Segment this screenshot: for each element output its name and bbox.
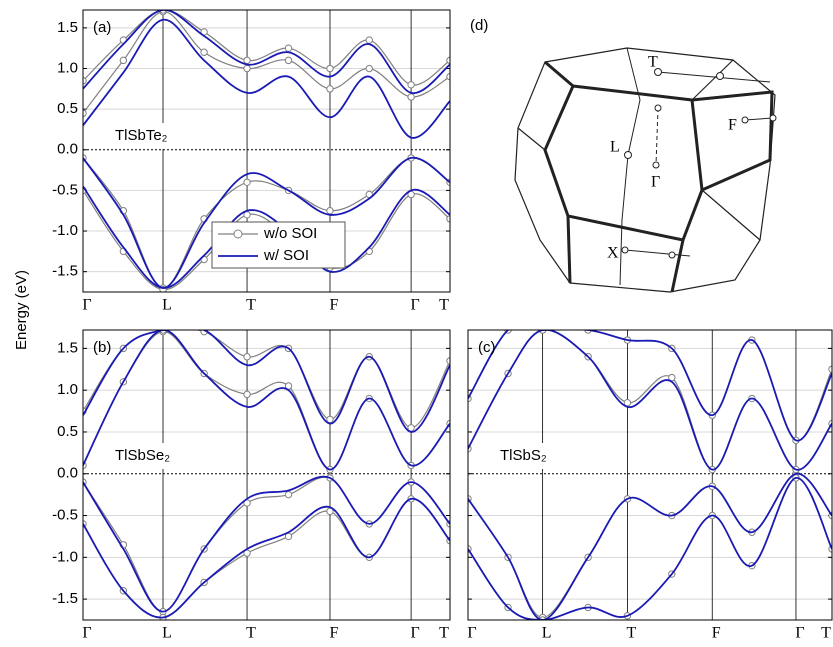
band-point xyxy=(120,57,126,63)
edge xyxy=(692,60,733,100)
path xyxy=(745,118,773,120)
compound-label: TlSbTe₂ xyxy=(115,127,168,144)
x-tick-label: Γ xyxy=(82,625,91,642)
point xyxy=(669,252,675,258)
band-line xyxy=(83,327,450,432)
x-tick-label: Γ xyxy=(410,297,419,314)
band-point xyxy=(244,391,250,397)
point-label: X xyxy=(607,245,619,262)
x-tick-label: T xyxy=(821,625,831,642)
y-tick-label: 1.5 xyxy=(57,19,78,36)
panel-label: (b) xyxy=(93,339,111,356)
band-point xyxy=(285,491,291,497)
edge xyxy=(545,62,573,86)
band-line xyxy=(83,499,450,618)
band-point xyxy=(327,86,333,92)
x-tick-label: T xyxy=(439,625,449,642)
band-point xyxy=(408,82,414,88)
y-tick-label: 0.0 xyxy=(57,141,78,158)
zone-outline xyxy=(515,48,775,292)
point-label: L xyxy=(610,139,620,156)
panel-label: (d) xyxy=(470,17,488,34)
legend-label: w/ SOI xyxy=(263,247,309,264)
legend-marker xyxy=(234,230,242,238)
x-tick-label: Γ xyxy=(467,625,476,642)
y-tick-label: 0.5 xyxy=(57,423,78,440)
band-panel: -1.5 -1.0 -0.5 0.0 0.5 1.0 1.5 Γ L T F Γ T TlSbTe₂ (a)… xyxy=(52,7,453,314)
point xyxy=(717,73,724,80)
band-point xyxy=(201,49,207,55)
band-line xyxy=(468,325,832,441)
band-point xyxy=(327,416,333,422)
point xyxy=(655,105,661,111)
band-point xyxy=(366,65,372,71)
edge xyxy=(518,128,545,150)
band-point xyxy=(408,94,414,100)
x-tick-label: Γ xyxy=(82,297,91,314)
band-point xyxy=(244,65,250,71)
band-point xyxy=(327,65,333,71)
point xyxy=(622,247,628,253)
square-face xyxy=(692,92,772,190)
y-tick-label: -1.0 xyxy=(52,222,78,239)
x-tick-label: T xyxy=(439,297,449,314)
x-tick-label: L xyxy=(162,297,172,314)
y-tick-label: -1.5 xyxy=(52,590,78,607)
y-tick-label: 1.5 xyxy=(57,339,78,356)
band-point xyxy=(244,354,250,360)
x-tick-label: F xyxy=(330,297,339,314)
x-tick-label: F xyxy=(330,625,339,642)
band-line xyxy=(468,325,832,441)
band-panel: -1.5 -1.0 -0.5 0.0 0.5 1.0 1.5 Γ L T F Γ T TlSbSe₂ (b) xyxy=(52,327,453,642)
point xyxy=(625,152,632,159)
x-tick-label: T xyxy=(627,625,637,642)
point xyxy=(742,117,748,123)
band-point xyxy=(244,179,250,185)
band-point xyxy=(285,57,291,63)
band-point xyxy=(327,208,333,214)
y-tick-label: -0.5 xyxy=(52,507,78,524)
band-point xyxy=(244,57,250,63)
figure: Energy (eV) (d) T F L Γ X -1.5 -1.0 -0.5 0.… xyxy=(0,0,833,647)
y-axis-label: Energy (eV) xyxy=(13,270,30,350)
frame xyxy=(468,330,832,620)
band-point xyxy=(285,45,291,51)
compound-label: TlSbSe₂ xyxy=(115,447,170,464)
brillouin-zone: (d) T F L Γ X xyxy=(470,17,776,292)
point xyxy=(770,115,776,121)
edge xyxy=(672,240,683,292)
panel-label: (a) xyxy=(93,19,111,36)
compound-label: TlSbS₂ xyxy=(500,447,547,464)
x-tick-label: Γ xyxy=(795,625,804,642)
x-tick-label: L xyxy=(542,625,552,642)
point-label: F xyxy=(728,117,737,134)
legend-label: w/o SOI xyxy=(263,225,317,242)
point-label: T xyxy=(648,54,658,71)
y-tick-label: 1.0 xyxy=(57,59,78,76)
x-tick-label: T xyxy=(246,625,256,642)
band-line xyxy=(83,10,450,93)
y-tick-label: -1.0 xyxy=(52,548,78,565)
band-line xyxy=(83,499,450,618)
band-point xyxy=(366,37,372,43)
y-tick-label: -0.5 xyxy=(52,181,78,198)
y-tick-label: -1.5 xyxy=(52,263,78,280)
y-tick-label: 1.0 xyxy=(57,381,78,398)
x-tick-label: F xyxy=(712,625,721,642)
x-tick-label: T xyxy=(246,297,256,314)
band-line xyxy=(83,328,450,428)
edge xyxy=(702,190,760,240)
point-label: Γ xyxy=(651,174,660,191)
y-tick-label: 0.5 xyxy=(57,100,78,117)
band-line xyxy=(468,474,832,618)
path xyxy=(656,108,658,165)
x-tick-label: L xyxy=(162,625,172,642)
edge xyxy=(568,216,570,283)
x-tick-label: Γ xyxy=(410,625,419,642)
point xyxy=(653,162,659,168)
panel-label: (c) xyxy=(478,339,496,356)
y-tick-label: 0.0 xyxy=(57,465,78,482)
